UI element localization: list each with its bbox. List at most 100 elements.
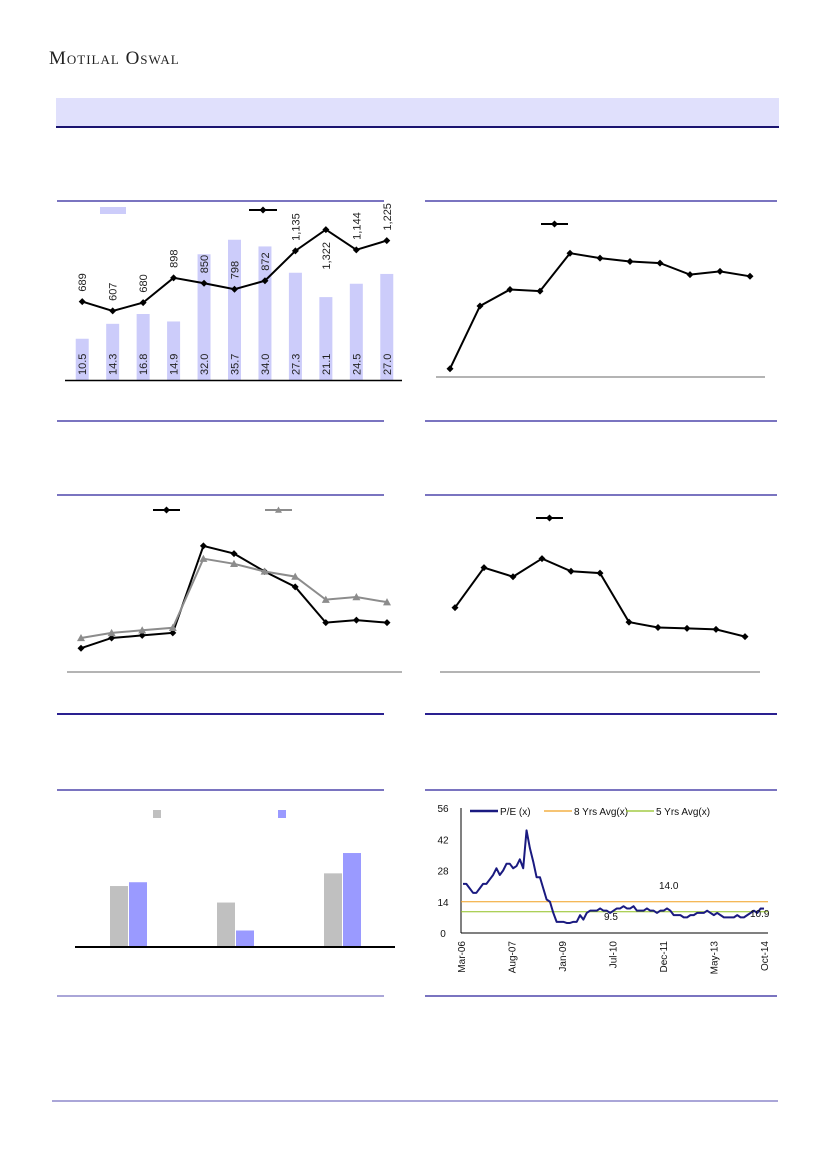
line-point — [383, 619, 391, 627]
bar — [258, 246, 272, 380]
x-tick-label: Oct-14 — [760, 941, 771, 971]
line-point — [383, 237, 391, 245]
x-tick-label: Dec-11 — [659, 941, 670, 973]
line-data-label: 872 — [260, 252, 272, 270]
line-point — [77, 644, 85, 652]
line-point — [138, 626, 147, 634]
bar — [324, 873, 342, 947]
line-point — [506, 286, 514, 293]
legend-swatch-purple — [278, 810, 286, 818]
line-point — [230, 559, 238, 568]
bar-data-label: 21.1 — [321, 354, 333, 375]
legend-marker — [163, 506, 170, 514]
line-data-label: 1,225 — [382, 203, 394, 231]
bar — [228, 239, 241, 380]
bar — [380, 273, 394, 380]
divider — [57, 789, 384, 791]
divider — [425, 713, 777, 715]
line-point — [352, 246, 360, 254]
line-point — [654, 624, 662, 632]
x-tick-label: May-13 — [710, 941, 721, 975]
line-data-label: 798 — [230, 261, 242, 279]
legend-marker — [551, 220, 558, 228]
line-point — [451, 604, 459, 612]
pe-line — [463, 829, 765, 924]
line-point — [199, 542, 207, 550]
line-point — [656, 259, 664, 267]
legend-swatch-grey — [153, 810, 161, 818]
line-data-label: 689 — [77, 273, 89, 291]
line-point — [480, 564, 488, 572]
bar-data-label: 35.7 — [230, 354, 242, 375]
line-data-label: 850 — [199, 255, 211, 273]
line-point — [536, 287, 544, 295]
bar — [217, 902, 235, 947]
line-point — [716, 267, 724, 275]
x-tick-label: Jul-10 — [609, 941, 620, 969]
line-point — [686, 271, 694, 279]
bar-data-label: 24.5 — [351, 354, 363, 375]
divider — [57, 995, 384, 997]
line-point — [77, 633, 85, 642]
y-tick-label: 56 — [437, 804, 449, 815]
line-point — [352, 616, 360, 624]
line-point — [567, 567, 575, 575]
bar — [136, 314, 150, 380]
line-point — [260, 567, 269, 575]
legend-label: 8 Yrs Avg(x) — [574, 807, 628, 818]
line-point — [741, 633, 749, 641]
divider — [57, 494, 384, 496]
line-point — [169, 629, 177, 637]
line-point — [139, 299, 147, 307]
bar — [106, 323, 120, 380]
annotation-current-pe: 10.9 — [750, 909, 770, 920]
bar — [349, 283, 363, 380]
annotation-5yr-avg: 9.5 — [604, 912, 618, 923]
bar — [343, 853, 361, 947]
line-point — [446, 365, 454, 373]
line-point — [322, 619, 330, 627]
divider — [57, 420, 384, 422]
line-point — [109, 307, 117, 315]
x-tick-label: Aug-07 — [508, 941, 519, 974]
legend-marker — [546, 514, 553, 522]
bar-data-label: 34.0 — [260, 354, 272, 375]
y-tick-label: 14 — [437, 898, 449, 909]
line-point — [108, 634, 116, 642]
line-point — [596, 254, 604, 262]
line-point — [596, 569, 604, 577]
bar-data-label: 14.9 — [169, 354, 181, 375]
line-point — [78, 298, 86, 306]
legend-label: P/E (x) — [500, 807, 531, 818]
bar — [288, 272, 302, 380]
line-point — [625, 618, 633, 626]
bar — [236, 930, 254, 947]
line-point — [168, 623, 177, 631]
line-point — [626, 257, 634, 265]
y-tick-label: 0 — [440, 929, 446, 940]
y-tick-label: 42 — [437, 835, 449, 846]
line-point — [138, 631, 146, 639]
line-data-label: 607 — [108, 283, 120, 301]
legend-marker — [275, 506, 282, 513]
line-data-label: 898 — [169, 249, 181, 267]
line-data-label: 1,135 — [290, 213, 302, 241]
section-header-band — [56, 98, 779, 128]
legend-label: 5 Yrs Avg(x) — [656, 807, 710, 818]
bar-data-label: 27.0 — [382, 354, 394, 375]
x-tick-label: Mar-06 — [457, 941, 468, 973]
bar-data-label: 27.3 — [290, 354, 302, 375]
footer-divider — [52, 1100, 778, 1102]
line-point — [261, 277, 269, 285]
line-point — [170, 274, 178, 282]
line-point — [230, 550, 238, 558]
bar-data-label: 32.0 — [199, 354, 211, 375]
divider — [57, 200, 384, 202]
line-data-label: 680 — [138, 274, 150, 292]
line-point — [383, 598, 391, 606]
